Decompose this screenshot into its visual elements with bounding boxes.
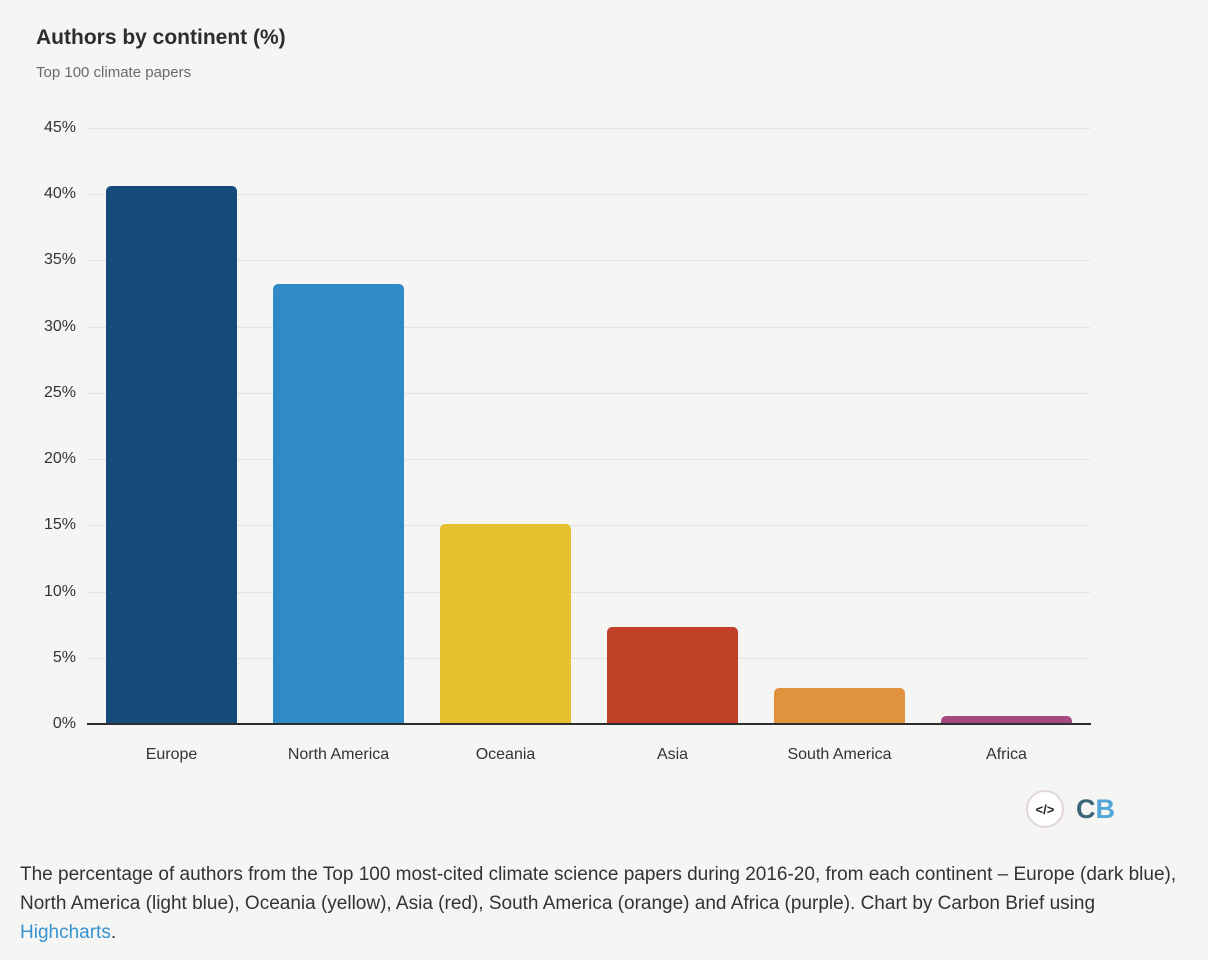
- x-category-label-south-america: South America: [787, 746, 892, 763]
- y-tick-label-10: 10%: [43, 582, 76, 600]
- carbon-brief-logo[interactable]: </> CB: [1026, 790, 1115, 828]
- chart-subtitle: Top 100 climate papers: [36, 64, 192, 81]
- caption-text: The percentage of authors from the Top 1…: [20, 864, 1177, 914]
- bar-north-america[interactable]: [273, 284, 404, 724]
- gridline-25: [88, 392, 1090, 394]
- gridline-40: [88, 194, 1090, 196]
- bar-south-america[interactable]: [774, 688, 905, 724]
- y-tick-label-45: 45%: [43, 119, 76, 136]
- cb-letter-c: C: [1076, 793, 1096, 824]
- caption-text-end: .: [110, 922, 117, 943]
- code-icon: </>: [1026, 790, 1064, 828]
- x-category-label-north-america: North America: [287, 746, 390, 763]
- y-tick-label-35: 35%: [43, 251, 76, 269]
- chart-title: Authors by continent (%): [36, 26, 286, 49]
- y-tick-label-30: 30%: [43, 317, 76, 335]
- gridline-45: [88, 128, 1090, 129]
- y-tick-label-0: 0%: [52, 715, 76, 732]
- y-tick-label-5: 5%: [52, 648, 76, 666]
- y-tick-label-40: 40%: [43, 185, 76, 203]
- bar-oceania[interactable]: [440, 524, 571, 724]
- highcharts-link[interactable]: Highcharts: [20, 922, 111, 943]
- y-tick-label-20: 20%: [43, 450, 76, 468]
- chart-caption: The percentage of authors from the Top 1…: [20, 860, 1190, 947]
- x-category-label-africa: Africa: [986, 746, 1027, 763]
- cb-wordmark: CB: [1076, 794, 1115, 825]
- x-category-label-oceania: Oceania: [475, 746, 536, 763]
- gridline-20: [88, 459, 1090, 461]
- gridline-10: [88, 591, 1090, 593]
- cb-letter-b: B: [1095, 793, 1116, 824]
- gridline-5: [88, 657, 1090, 659]
- y-tick-label-25: 25%: [43, 383, 76, 401]
- bar-africa[interactable]: [941, 716, 1072, 724]
- x-axis-line: [87, 723, 1091, 725]
- chart-container: Authors by continent (%) Top 100 climate…: [36, 26, 1115, 828]
- bar-asia[interactable]: [607, 627, 738, 724]
- y-tick-label-15: 15%: [43, 516, 76, 534]
- gridline-15: [88, 525, 1090, 527]
- bar-europe[interactable]: [106, 186, 237, 724]
- x-category-label-europe: Europe: [145, 746, 198, 763]
- x-category-label-asia: Asia: [656, 746, 689, 763]
- gridline-35: [88, 260, 1090, 262]
- gridline-30: [88, 326, 1090, 328]
